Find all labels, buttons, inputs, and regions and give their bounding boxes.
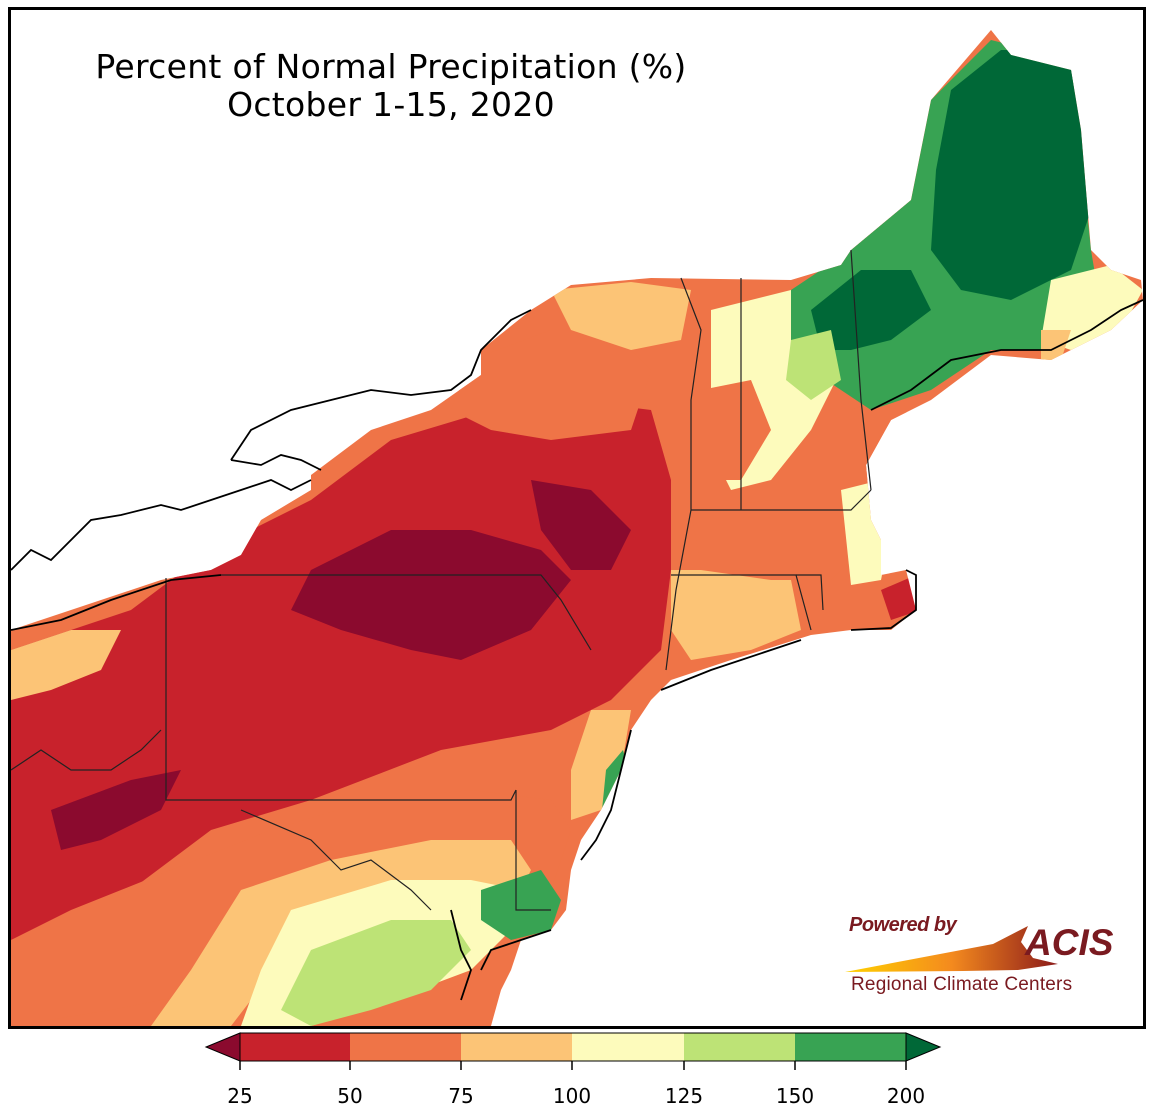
colorbar-tick-label: 50 xyxy=(337,1084,363,1108)
region-orange-nh-coast xyxy=(851,390,911,480)
region-deep-red-pa xyxy=(291,530,571,660)
title-line-1: Percent of Normal Precipitation (%) xyxy=(95,47,687,86)
region-light-orange-adirondacks xyxy=(551,282,691,350)
colorbar-tick-label: 75 xyxy=(448,1084,474,1108)
colorbar-tick-label: 100 xyxy=(552,1084,592,1108)
precipitation-map xyxy=(11,10,1143,1026)
colorbar-legend: 25 50 75 100 125 150 200 xyxy=(200,1030,950,1110)
colorbar-over-arrow xyxy=(905,1032,942,1062)
colorbar-bin-75-100 xyxy=(461,1033,572,1061)
map-frame: Percent of Normal Precipitation (%) Octo… xyxy=(8,7,1146,1029)
region-light-orange-ny-west xyxy=(11,630,121,700)
colorbar-tick-label: 125 xyxy=(664,1084,704,1108)
region-light-orange-maine-coast xyxy=(1041,330,1071,360)
acis-logo: Powered by ACIS Regional Climate Centers xyxy=(843,914,1133,1004)
region-light-orange-nj xyxy=(571,710,631,820)
colorbar-tick-label: 25 xyxy=(227,1084,253,1108)
region-deep-red-ny xyxy=(531,480,631,570)
title-line-2: October 1-15, 2020 xyxy=(227,85,555,124)
region-red-core xyxy=(11,400,671,940)
colorbar-bin-150-200 xyxy=(795,1033,906,1061)
region-green-delmarva xyxy=(481,870,561,940)
colorbar-bin-50-75 xyxy=(350,1033,461,1061)
colorbar-bar xyxy=(204,1032,942,1070)
colorbar-tick-label: 150 xyxy=(775,1084,815,1108)
acis-powered-label: Powered by xyxy=(849,914,957,936)
region-deep-red-ohio xyxy=(51,770,181,850)
region-dark-green-maine-north xyxy=(931,50,1091,300)
colorbar-bin-100-125 xyxy=(572,1033,684,1061)
coastlines xyxy=(11,299,1143,1001)
region-orange-ma xyxy=(691,500,861,580)
region-dark-green-maine-west xyxy=(811,270,931,350)
state-borders xyxy=(11,249,872,911)
colorbar-bin-125-150 xyxy=(684,1033,795,1061)
acis-name: ACIS xyxy=(1025,922,1114,963)
acis-swoosh-icon xyxy=(845,926,1058,972)
region-light-green-mdva xyxy=(281,920,471,1026)
region-orange-vtnh xyxy=(701,380,771,480)
region-light-orange-ct xyxy=(671,570,801,660)
region-light-green-vt-north xyxy=(786,330,841,400)
map-title: Percent of Normal Precipitation (%) Octo… xyxy=(41,48,741,124)
colorbar-tick-label: 200 xyxy=(886,1084,926,1108)
colorbar-bin-25-50 xyxy=(240,1033,350,1061)
acis-subtitle: Regional Climate Centers xyxy=(851,974,1073,995)
region-orange-ny-west xyxy=(451,330,651,440)
colorbar-under-arrow xyxy=(204,1032,241,1062)
